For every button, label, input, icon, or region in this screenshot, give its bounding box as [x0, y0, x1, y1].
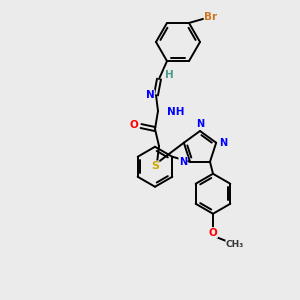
Text: Br: Br	[204, 12, 218, 22]
Text: CH₃: CH₃	[226, 240, 244, 249]
Text: O: O	[208, 228, 217, 238]
Text: NH: NH	[167, 107, 184, 117]
Text: O: O	[130, 120, 138, 130]
Text: S: S	[151, 161, 159, 171]
Text: N: N	[146, 90, 154, 100]
Text: N: N	[219, 138, 227, 148]
Text: H: H	[165, 70, 173, 80]
Text: N: N	[196, 119, 204, 129]
Text: N: N	[179, 157, 187, 167]
